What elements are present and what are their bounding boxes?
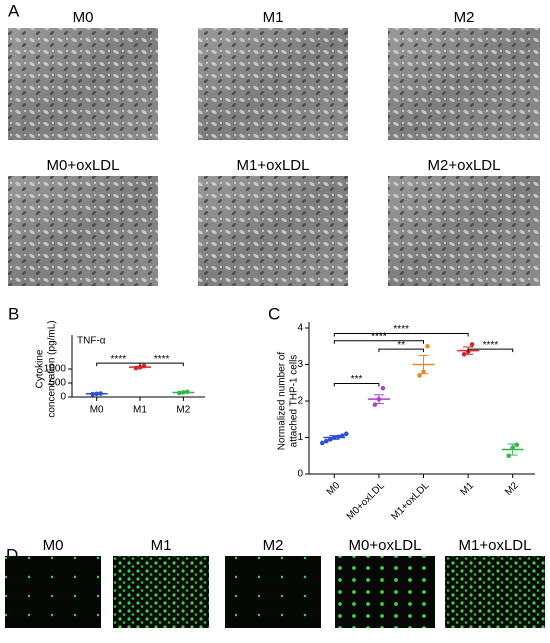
significance-label: ****	[111, 354, 127, 365]
image-label: M2	[263, 537, 284, 554]
fluorescence-cells	[445, 556, 545, 628]
fluorescence-cells	[335, 556, 435, 628]
y-axis-label: attached THP-1 cells	[289, 355, 300, 448]
x-tick-label: M1	[133, 405, 147, 416]
panel-letter: C	[268, 304, 280, 323]
significance-label: ***	[351, 374, 363, 385]
panel-letter: A	[8, 1, 20, 20]
data-point	[344, 432, 349, 437]
y-axis-label: Cytokine	[35, 349, 46, 388]
micrograph-cells	[388, 28, 540, 140]
panel-letter: B	[8, 304, 19, 323]
x-tick-label: M2	[503, 480, 521, 498]
image-label: M2+oxLDL	[428, 157, 501, 174]
data-point	[514, 443, 519, 448]
image-label: M0	[43, 537, 64, 554]
data-point	[506, 453, 511, 458]
micrograph-cells	[388, 176, 540, 286]
y-axis-label: concentration (pg/mL)	[47, 320, 58, 417]
micrograph-cells	[8, 176, 158, 286]
fluorescence-cells	[225, 556, 321, 628]
error-bar	[178, 392, 188, 393]
data-point	[425, 344, 430, 349]
micrograph-cells	[198, 176, 348, 286]
annotation: TNF-α	[77, 336, 106, 347]
data-point	[320, 441, 325, 446]
significance-label: **	[397, 340, 405, 351]
y-tick-label: 4	[297, 323, 303, 334]
data-point	[324, 439, 329, 444]
image-label: M1	[151, 537, 172, 554]
data-point	[373, 402, 378, 407]
data-point	[381, 386, 386, 391]
panel-a: A	[8, 1, 20, 20]
significance-label: ****	[483, 340, 499, 351]
image-label: M1	[263, 9, 284, 26]
fluorescence-cells	[113, 556, 209, 628]
x-tick-label: M1	[458, 480, 476, 498]
significance-label: ****	[393, 324, 409, 335]
image-label: M1+oxLDL	[237, 157, 310, 174]
micrograph-cells	[8, 28, 158, 140]
y-tick-label: 0	[297, 469, 303, 480]
fluorescence-cells	[5, 556, 101, 628]
micrograph-cells	[198, 28, 348, 140]
x-tick-label: M0	[90, 405, 104, 416]
image-label: M0+oxLDL	[47, 157, 120, 174]
x-tick-label: M0	[325, 480, 343, 498]
y-axis-label: Normalized number of	[277, 352, 288, 451]
x-tick-label: M1+oxLDL	[389, 480, 431, 522]
image-label: M2	[454, 9, 475, 26]
significance-label: ****	[154, 354, 170, 365]
y-tick-label: 0	[60, 392, 66, 403]
image-label: M0	[73, 9, 94, 26]
data-point	[470, 342, 475, 347]
image-label: M1+oxLDL	[459, 537, 532, 554]
image-label: M0+oxLDL	[349, 537, 422, 554]
x-tick-label: M0+oxLDL	[345, 480, 387, 522]
x-tick-label: M2	[176, 405, 190, 416]
